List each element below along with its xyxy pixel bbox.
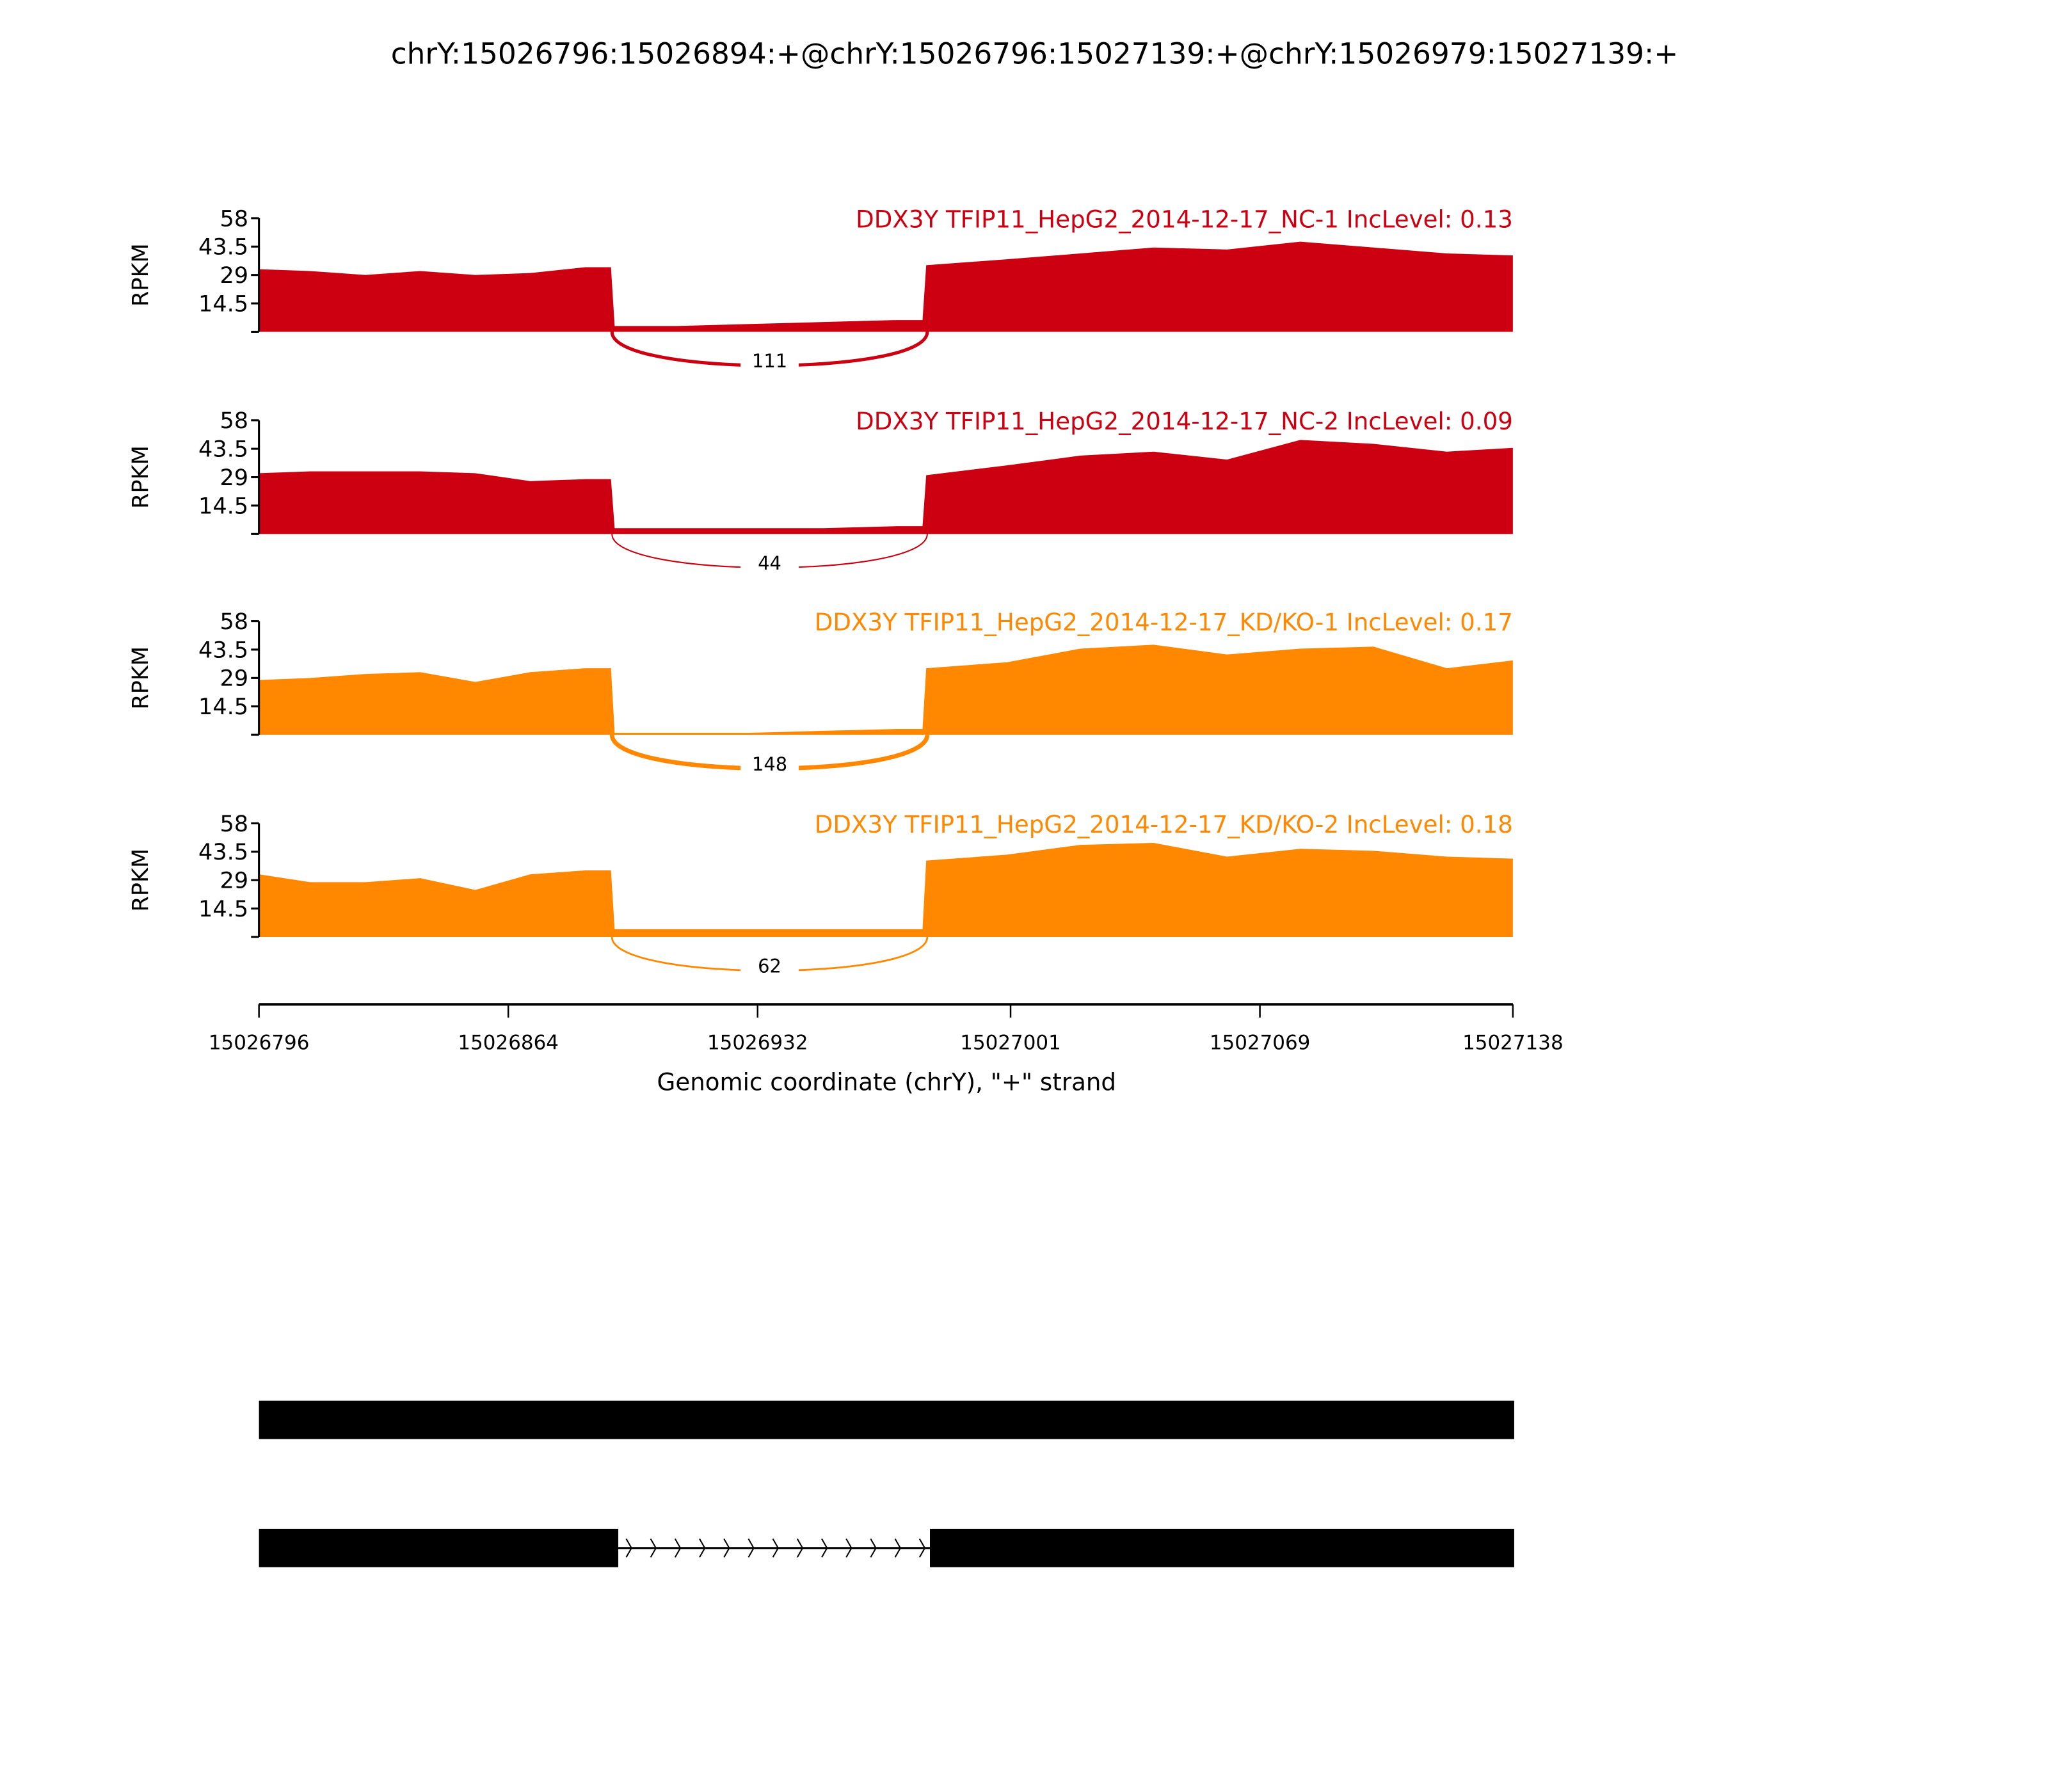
gene-model-2 (259, 1528, 1514, 1567)
chart-title: chrY:15026796:15026894:+@chrY:15026796:1… (391, 36, 1679, 70)
strand-arrow-icon (625, 1538, 632, 1558)
strand-arrow-icon (918, 1538, 926, 1558)
y-tick-label: 58 (220, 408, 248, 434)
coverage-area (259, 843, 1513, 937)
y-tick-label: 29 (220, 465, 248, 491)
y-tick-label: 14.5 (198, 694, 248, 720)
gene-model-1 (259, 1400, 1514, 1439)
y-tick-label: 29 (220, 868, 248, 894)
y-tick-label: 43.5 (198, 234, 248, 260)
junction-count-label: 44 (758, 552, 781, 574)
junction-label-background (740, 956, 799, 978)
y-axis-label: RPKM (127, 646, 154, 710)
strand-arrow-icon (821, 1538, 828, 1558)
y-tick-label: 43.5 (198, 436, 248, 463)
junction-label-background (740, 554, 799, 575)
strand-arrow-icon (870, 1538, 877, 1558)
coverage-area (259, 241, 1513, 332)
y-tick-label: 14.5 (198, 896, 248, 922)
junction-label-background (740, 351, 799, 373)
y-tick-label: 58 (220, 205, 248, 232)
y-tick-label: 29 (220, 666, 248, 692)
strand-arrow-icon (674, 1538, 682, 1558)
y-axis-label: RPKM (127, 243, 154, 307)
strand-arrow-icon (845, 1538, 852, 1558)
junction-label-background (740, 755, 799, 776)
strand-arrow-icon (650, 1538, 657, 1558)
strand-arrow-icon (699, 1538, 706, 1558)
y-tick-label: 43.5 (198, 637, 248, 663)
y-tick-label: 29 (220, 262, 248, 289)
panel-title: DDX3Y TFIP11_HepG2_2014-12-17_NC-2 IncLe… (856, 408, 1513, 435)
x-tick-label: 15026796 (209, 1031, 310, 1054)
junction-count-label: 148 (752, 753, 787, 775)
panel-title: DDX3Y TFIP11_HepG2_2014-12-17_KD/KO-2 In… (815, 811, 1513, 838)
y-tick-label: 58 (220, 609, 248, 635)
junction-count-label: 62 (758, 956, 781, 977)
junction-count-label: 111 (752, 350, 787, 372)
exon-block (930, 1528, 1514, 1567)
x-tick-label: 15027069 (1210, 1031, 1311, 1054)
coverage-area (259, 644, 1513, 735)
x-axis: 15026796 15026864 15026932 15027001 15027069… (209, 1003, 1564, 1054)
x-tick-label: 15027001 (960, 1031, 1061, 1054)
x-tick-label: 15026932 (707, 1031, 808, 1054)
x-tick-label: 15026864 (458, 1031, 559, 1054)
panel-title: DDX3Y TFIP11_HepG2_2014-12-17_KD/KO-1 In… (815, 609, 1513, 636)
exon-block (259, 1528, 619, 1567)
y-tick-label: 14.5 (198, 493, 248, 519)
y-tick-label: 14.5 (198, 291, 248, 317)
x-axis-label: Genomic coordinate (chrY), "+" strand (657, 1068, 1116, 1096)
x-tick-label: 15027138 (1462, 1031, 1564, 1054)
gene-models (259, 1400, 1514, 1567)
panel-title: DDX3Y TFIP11_HepG2_2014-12-17_NC-1 IncLe… (856, 205, 1513, 233)
strand-arrow-icon (894, 1538, 902, 1558)
strand-arrow-icon (796, 1538, 804, 1558)
strand-arrow-icon (772, 1538, 780, 1558)
y-axis-label: RPKM (127, 849, 154, 912)
y-tick-label: 43.5 (198, 839, 248, 865)
y-axis-label: RPKM (127, 445, 154, 509)
y-tick-label: 58 (220, 811, 248, 837)
exon-block (259, 1400, 1514, 1439)
strand-arrow-icon (748, 1538, 755, 1558)
coverage-area (259, 440, 1513, 534)
strand-arrow-icon (723, 1538, 730, 1558)
